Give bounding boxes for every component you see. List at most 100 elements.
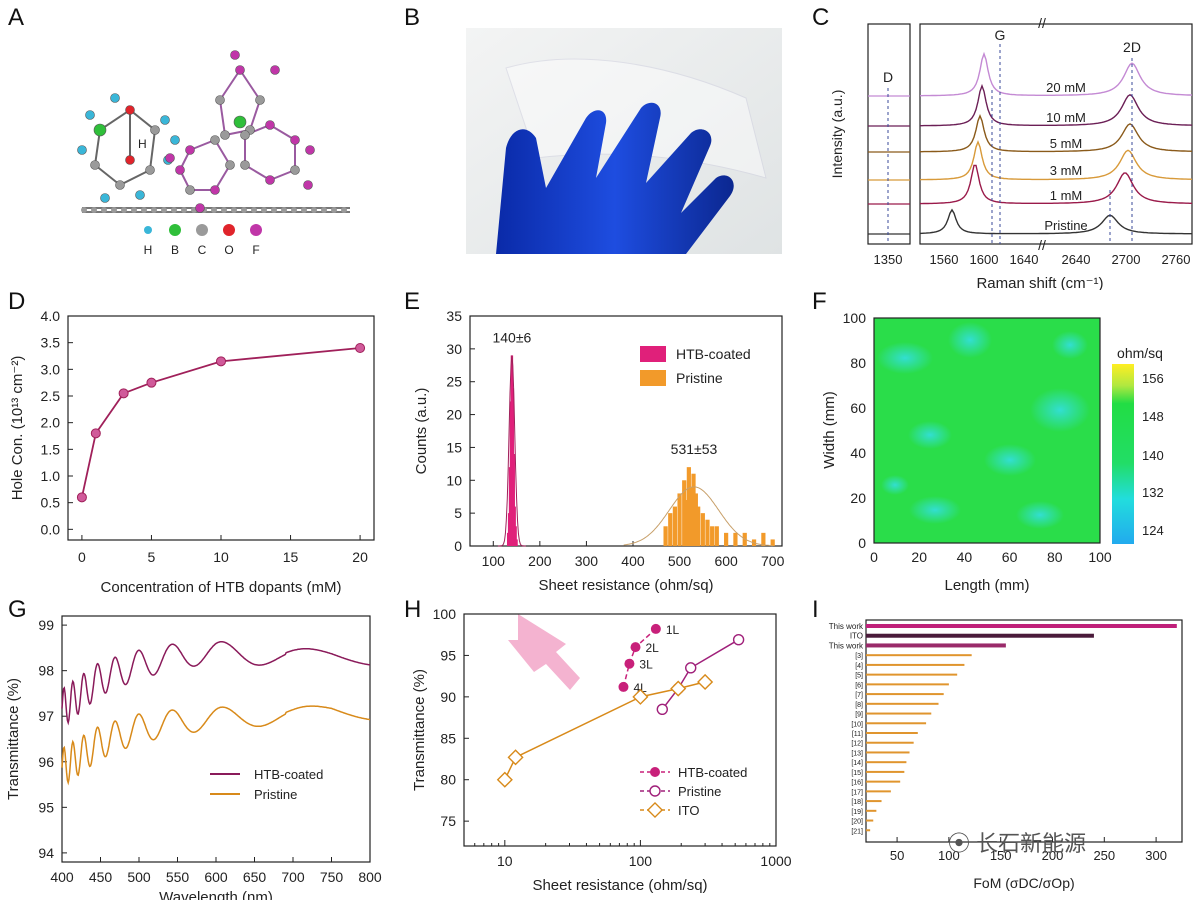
atom xyxy=(215,95,225,105)
panel-label-b: B xyxy=(404,4,421,31)
map-low-region xyxy=(909,496,961,524)
xtick-label: 15 xyxy=(283,549,299,565)
data-point-ito xyxy=(670,680,687,697)
ytick-label: 75 xyxy=(440,813,456,829)
colorbar-tick: 124 xyxy=(1142,523,1164,538)
raman-spectrum xyxy=(919,208,1192,235)
atom xyxy=(290,135,300,145)
ytick-label: 2.5 xyxy=(41,388,61,404)
sheet-resistance-map: ohm/sq 156 148 140 132 124 0 20 40 60 80 100 0… xyxy=(821,310,1164,594)
panel-label-c: C xyxy=(812,4,830,31)
fom-label: [14] xyxy=(851,760,863,767)
raman-spectrum xyxy=(919,139,1193,181)
fom-bar xyxy=(866,741,914,744)
ytick-label: 97 xyxy=(38,708,54,724)
atom xyxy=(235,65,245,75)
data-point-ito xyxy=(697,673,714,691)
xtick-label: 400 xyxy=(621,553,645,569)
xtick-label: 50 xyxy=(890,848,904,863)
fom-label: [10] xyxy=(851,721,863,728)
legend-atom-c-icon xyxy=(196,224,208,236)
xtick-label: 500 xyxy=(668,553,692,569)
raman-xtick: 2700 xyxy=(1112,252,1141,267)
atom xyxy=(185,145,195,155)
flexible-film-photo xyxy=(466,28,782,254)
layer-label: 3L xyxy=(639,658,653,672)
raman-xtick: 1350 xyxy=(874,252,903,267)
fom-label: [19] xyxy=(851,809,863,816)
ytick-label: 3.0 xyxy=(41,361,61,377)
h-bond-label: H xyxy=(138,137,147,151)
raman-label-1mm: 1 mM xyxy=(1050,188,1083,203)
x-axis-label: Concentration of HTB dopants (mM) xyxy=(101,579,342,596)
graphene-atom xyxy=(131,207,137,213)
map-low-region xyxy=(877,342,933,374)
atom xyxy=(240,130,250,140)
graphene-atoms xyxy=(81,207,347,213)
panel-label-a: A xyxy=(8,4,25,31)
fom-label: [16] xyxy=(851,780,863,787)
y-axis-label: Hole Con. (10¹³ cm⁻²) xyxy=(9,356,26,501)
fom-label: [12] xyxy=(851,741,863,748)
graphene-atom xyxy=(331,207,337,213)
y-axis-label: Counts (a.u.) xyxy=(413,388,430,475)
graphene-atom xyxy=(321,207,327,213)
histogram-bar xyxy=(514,526,517,546)
histogram-bar xyxy=(515,539,518,546)
ytick-label: 96 xyxy=(38,754,54,770)
series-line xyxy=(661,639,739,710)
raman-spectrum xyxy=(920,164,1192,205)
y-axis-label: Transmittance (%) xyxy=(411,669,428,791)
fom-bar xyxy=(866,633,1094,638)
fom-bar xyxy=(866,770,905,773)
fom-bar xyxy=(866,722,927,725)
fom-label: This work xyxy=(829,622,864,631)
graphene-atom xyxy=(81,207,87,213)
plot-frame xyxy=(865,619,1183,843)
improvement-arrow xyxy=(508,614,580,690)
fom-bar xyxy=(866,761,907,764)
fom-label: [7] xyxy=(855,692,863,699)
colorbar-tick: 156 xyxy=(1142,371,1164,386)
fom-label: [17] xyxy=(851,789,863,796)
raman-peak-d: D xyxy=(883,69,893,85)
map-ytick: 40 xyxy=(850,445,866,461)
panel-label-i: I xyxy=(812,596,819,623)
spectrum-line xyxy=(61,705,371,786)
panel-label-g: G xyxy=(8,596,27,623)
graphene-atom xyxy=(111,207,117,213)
fom-label: [20] xyxy=(851,819,863,826)
histogram-bar xyxy=(714,526,719,546)
data-point-htb xyxy=(618,681,629,692)
data-point xyxy=(146,377,157,388)
xtick-label: 100 xyxy=(629,853,653,869)
fom-label: [11] xyxy=(852,731,863,738)
fom-label: [21] xyxy=(851,828,863,835)
fom-label: ITO xyxy=(850,632,863,641)
map-ytick: 0 xyxy=(858,535,866,551)
fom-bar xyxy=(866,683,949,686)
fom-bar xyxy=(866,819,874,822)
graphene-atom xyxy=(231,207,237,213)
data-point-pristine xyxy=(656,703,668,715)
atom xyxy=(210,185,220,195)
histogram-bar xyxy=(724,532,729,546)
fom-bar xyxy=(866,829,871,832)
ytick-label: 30 xyxy=(446,341,462,357)
legend-marker xyxy=(646,801,664,819)
x-axis-label: FoM (σDC/σOp) xyxy=(973,875,1074,891)
raman-label-5mm: 5 mM xyxy=(1050,136,1083,151)
ytick-label: 20 xyxy=(446,407,462,423)
atom xyxy=(110,93,120,103)
histogram-bar xyxy=(770,539,775,546)
fom-label: [8] xyxy=(855,702,863,709)
xtick-label: 0 xyxy=(78,549,86,565)
atom xyxy=(265,175,275,185)
graphene-atom xyxy=(261,207,267,213)
atom xyxy=(225,160,235,170)
xtick-label: 700 xyxy=(761,553,785,569)
histogram-bar xyxy=(710,526,715,546)
map-low-region xyxy=(1016,501,1064,529)
ytick-label: 1.5 xyxy=(41,441,61,457)
atom xyxy=(100,193,110,203)
